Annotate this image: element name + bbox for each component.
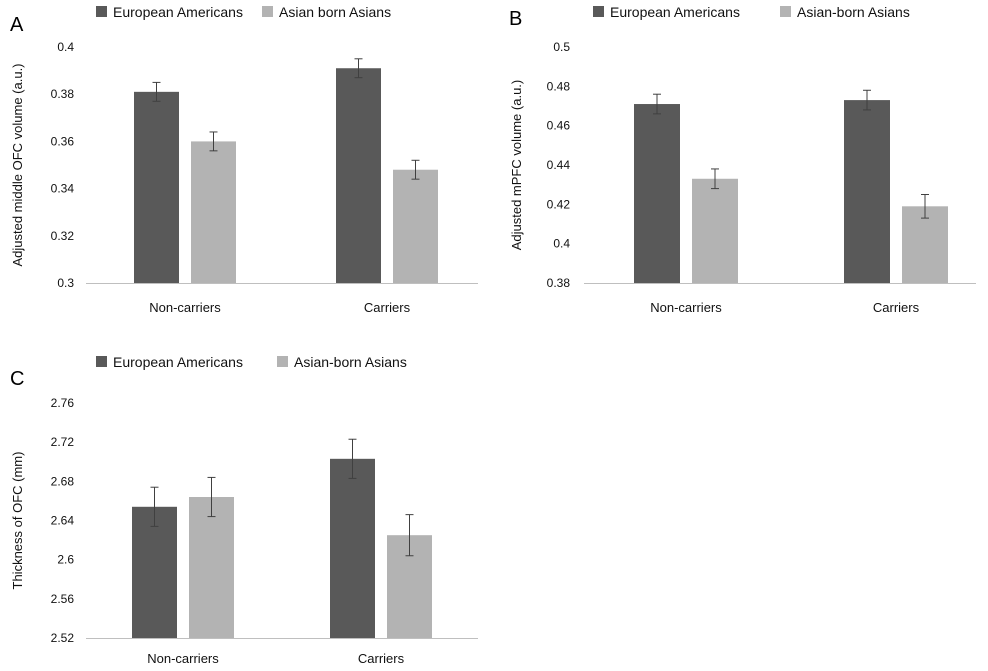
y-tick-label: 2.56 — [51, 592, 75, 606]
legend-swatch — [593, 6, 604, 17]
y-tick-label: 0.38 — [547, 276, 571, 290]
legend-swatch — [96, 6, 107, 17]
y-tick-label: 0.5 — [553, 40, 570, 54]
y-tick-label: 0.3 — [57, 276, 74, 290]
bar — [330, 458, 375, 638]
panel-letter: B — [509, 8, 522, 30]
x-category-label: Carriers — [873, 300, 920, 315]
bar — [902, 206, 948, 283]
y-tick-label: 0.4 — [553, 237, 570, 251]
y-tick-label: 2.52 — [51, 631, 75, 645]
bar — [692, 178, 738, 283]
bar — [393, 169, 438, 283]
bar — [844, 100, 890, 283]
y-tick-label: 0.38 — [51, 87, 75, 101]
bar — [191, 141, 236, 283]
bar — [134, 91, 179, 283]
bar — [132, 506, 177, 638]
y-tick-label: 0.42 — [547, 197, 571, 211]
panel-c: C European Americans Asian-born Asians 2.52… — [10, 354, 478, 666]
legend-label: Asian-born Asians — [294, 354, 407, 370]
bar — [189, 497, 234, 638]
legend-label: European Americans — [610, 4, 740, 20]
bar — [634, 104, 680, 284]
y-tick-label: 2.68 — [51, 474, 75, 488]
x-category-label: Non-carriers — [147, 651, 219, 666]
legend-swatch — [96, 356, 107, 367]
y-tick-label: 0.4 — [57, 40, 74, 54]
y-tick-label: 0.32 — [51, 229, 75, 243]
x-category-label: Carriers — [358, 651, 405, 666]
y-tick-label: 2.76 — [51, 396, 75, 410]
legend-label: Asian born Asians — [279, 4, 391, 20]
x-category-label: Non-carriers — [650, 300, 722, 315]
panel-letter: C — [10, 368, 24, 390]
panel-a: A European Americans Asian born Asians 0.3 0… — [10, 4, 478, 315]
y-tick-label: 0.44 — [547, 158, 571, 172]
y-tick-label: 2.64 — [51, 514, 75, 528]
y-axis-title: Thickness of OFC (mm) — [10, 452, 25, 590]
legend-swatch — [277, 356, 288, 367]
bar — [336, 68, 381, 284]
legend-label: European Americans — [113, 354, 243, 370]
y-tick-label: 0.48 — [547, 79, 571, 93]
legend-swatch — [780, 6, 791, 17]
y-tick-label: 0.46 — [547, 119, 571, 133]
x-category-label: Non-carriers — [149, 300, 221, 315]
legend-label: European Americans — [113, 4, 243, 20]
y-tick-label: 2.72 — [51, 435, 75, 449]
y-axis-title: Adjusted middle OFC volume (a.u.) — [10, 63, 25, 266]
y-tick-label: 0.36 — [51, 134, 75, 148]
y-tick-label: 2.6 — [57, 553, 74, 567]
legend-label: Asian-born Asians — [797, 4, 910, 20]
x-category-label: Carriers — [364, 300, 411, 315]
y-axis-title: Adjusted mPFC volume (a.u.) — [509, 80, 524, 251]
panel-b: B European Americans Asian-born Asians 0.38… — [509, 4, 976, 315]
y-tick-label: 0.34 — [51, 182, 75, 196]
panel-letter: A — [10, 14, 24, 36]
legend-swatch — [262, 6, 273, 17]
